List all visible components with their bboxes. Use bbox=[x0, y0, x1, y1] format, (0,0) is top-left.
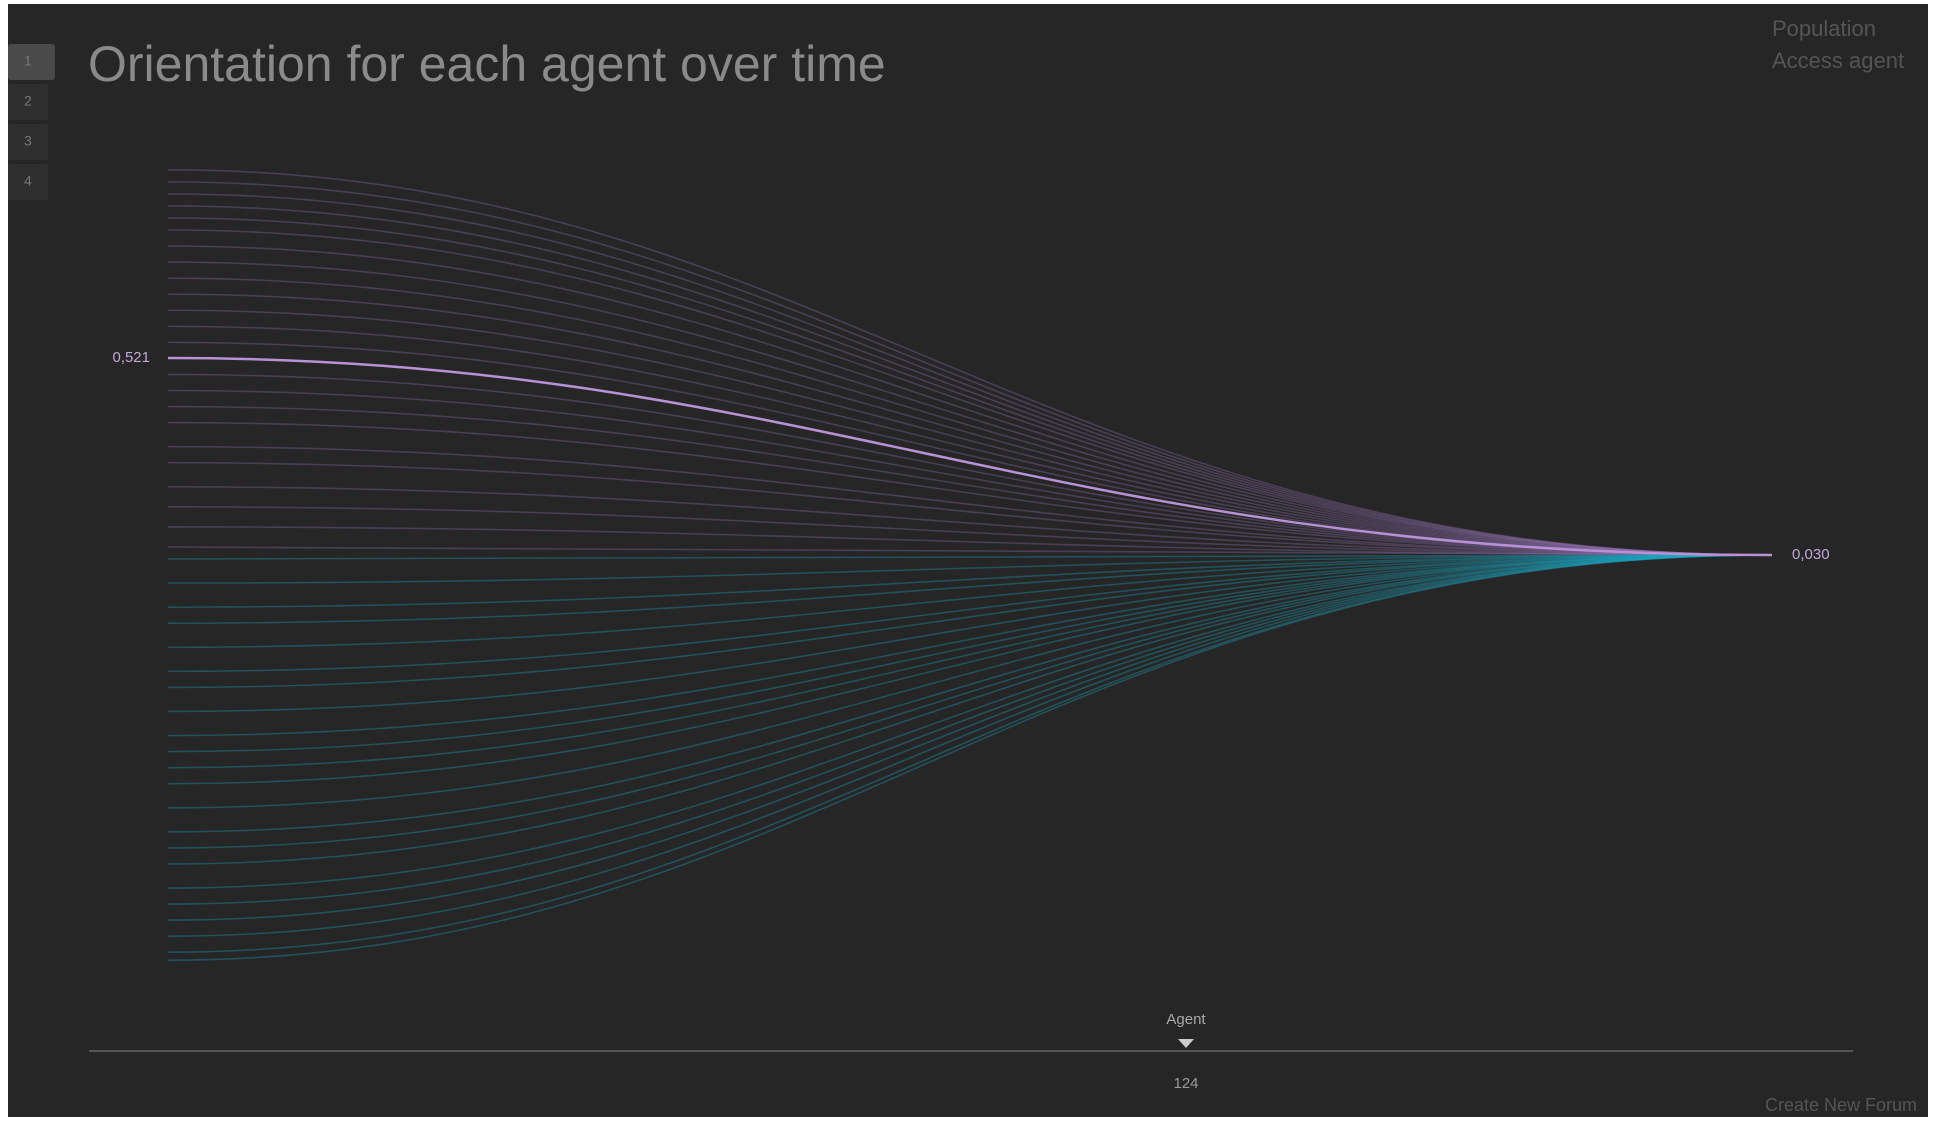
panel bbox=[8, 4, 1928, 1117]
end-label: 0,030 bbox=[1792, 546, 1830, 563]
agent-line bbox=[167, 293, 1773, 556]
agent-line bbox=[167, 554, 1773, 865]
agent-line bbox=[167, 554, 1773, 785]
agent-line bbox=[167, 554, 1773, 962]
agent-line bbox=[167, 325, 1773, 556]
agent-line bbox=[167, 554, 1773, 625]
agent-line bbox=[167, 554, 1773, 769]
agent-line bbox=[167, 554, 1773, 937]
agent-line bbox=[167, 554, 1773, 849]
agent-line bbox=[167, 554, 1773, 584]
highlight-line bbox=[167, 356, 1773, 557]
agent-line bbox=[167, 261, 1773, 556]
slider-label: Agent bbox=[1166, 1011, 1206, 1028]
agent-line bbox=[167, 554, 1773, 905]
agent-line bbox=[167, 277, 1773, 556]
agent-line bbox=[167, 554, 1773, 649]
agent-line bbox=[167, 389, 1773, 556]
agent-line bbox=[167, 445, 1773, 556]
create-forum-link[interactable]: Create New Forum bbox=[1765, 1095, 1917, 1115]
tab-label: 3 bbox=[24, 133, 32, 149]
highlight-label: 0,521 bbox=[112, 349, 150, 366]
agent-line bbox=[167, 181, 1773, 556]
agent-line bbox=[167, 169, 1773, 556]
title: Orientation for each agent over time bbox=[88, 36, 886, 92]
agent-line bbox=[167, 217, 1773, 556]
agent-line bbox=[167, 554, 1773, 560]
agent-line bbox=[167, 485, 1773, 556]
agent-line bbox=[167, 554, 1773, 809]
agent-line bbox=[167, 554, 1773, 608]
agent-line bbox=[167, 554, 1773, 954]
agent-line bbox=[167, 554, 1773, 753]
agent-line bbox=[167, 554, 1773, 833]
agent-line bbox=[167, 461, 1773, 556]
agent-line bbox=[167, 526, 1773, 556]
agent-line bbox=[167, 554, 1773, 889]
agent-line bbox=[167, 506, 1773, 556]
agent-line bbox=[167, 554, 1773, 737]
agent-line bbox=[167, 229, 1773, 556]
agent-line bbox=[167, 193, 1773, 556]
agent-line bbox=[167, 554, 1773, 713]
agent-line bbox=[167, 554, 1773, 673]
agent-line bbox=[167, 245, 1773, 556]
tab[interactable] bbox=[8, 124, 48, 160]
tab-label: 4 bbox=[24, 173, 32, 189]
tab[interactable] bbox=[8, 44, 55, 80]
agent-line bbox=[167, 205, 1773, 556]
tab-label: 1 bbox=[24, 53, 32, 69]
agent-line bbox=[167, 421, 1773, 556]
tab-label: 2 bbox=[24, 93, 32, 109]
tab[interactable] bbox=[8, 84, 48, 120]
menu-item[interactable]: Access agent bbox=[1772, 48, 1904, 73]
agent-line bbox=[167, 405, 1773, 556]
menu-item[interactable]: Population bbox=[1772, 16, 1876, 41]
tab[interactable] bbox=[8, 164, 48, 200]
agent-line bbox=[167, 554, 1773, 921]
agent-line bbox=[167, 554, 1773, 689]
slider-handle[interactable] bbox=[1178, 1039, 1194, 1048]
agent-line bbox=[167, 309, 1773, 556]
slider-value: 124 bbox=[1173, 1075, 1198, 1092]
